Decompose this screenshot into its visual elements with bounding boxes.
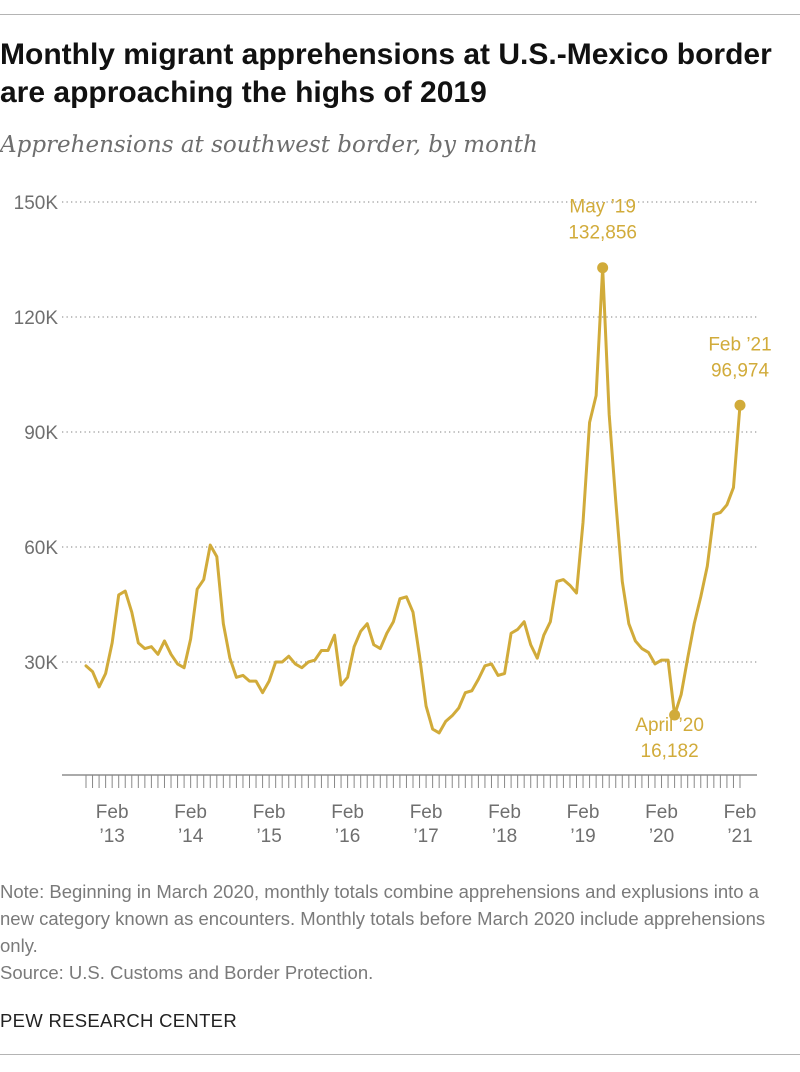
annotation-label: April ’20 (635, 715, 704, 736)
x-tick-label: Feb ’18 (488, 802, 521, 847)
annotation-value: 16,182 (641, 741, 699, 762)
chart-title: Monthly migrant apprehensions at U.S.-Me… (0, 38, 772, 109)
x-tick-label: Feb ’15 (253, 802, 286, 847)
y-tick-label: 150K (14, 193, 59, 214)
x-tick-label: Feb ’21 (724, 802, 757, 847)
gridlines (62, 201, 757, 663)
annotation-value: 132,856 (568, 223, 637, 244)
x-tick-label: Feb ’20 (645, 802, 678, 847)
annotation-label: May ’19 (569, 197, 636, 218)
annotation-label: Feb ’21 (708, 334, 771, 355)
note-text: Note: Beginning in March 2020, monthly t… (0, 881, 766, 956)
notes: Note: Beginning in March 2020, monthly t… (0, 878, 795, 986)
x-tick-label: Feb ’14 (174, 802, 207, 847)
series-group (84, 266, 742, 735)
y-axis-labels: 30K 60K 90K 120K 150K (14, 193, 59, 674)
x-tick-label: Feb ’16 (331, 802, 364, 847)
series-line (84, 266, 742, 735)
top-rule (0, 14, 800, 15)
bottom-rule (0, 1054, 800, 1055)
y-tick-label: 120K (14, 308, 59, 329)
x-tick-label: Feb ’13 (96, 802, 129, 847)
x-tick-label: Feb ’17 (410, 802, 443, 847)
x-axis (62, 774, 757, 788)
annotation-point (669, 709, 681, 721)
chart-subtitle: Apprehensions at southwest border, by mo… (0, 132, 538, 158)
annotations: May ’19 132,856 April ’20 16,182 Feb ’21 96,9… (568, 197, 771, 762)
y-tick-label: 90K (24, 423, 58, 444)
annotation-point (734, 399, 746, 411)
y-tick-label: 60K (24, 538, 58, 559)
y-tick-label: 30K (24, 653, 58, 674)
annotation-point (597, 262, 609, 274)
annotation-value: 96,974 (711, 360, 770, 381)
x-tick-label: Feb ’19 (567, 802, 600, 847)
source-text: Source: U.S. Customs and Border Protecti… (0, 962, 374, 983)
brand-logo-text: PEW RESEARCH CENTER (0, 1010, 237, 1031)
x-axis-labels: Feb ’13 Feb ’14 Feb ’15 Feb ’16 Feb ’17 Feb ’18 Feb’… (96, 802, 757, 847)
